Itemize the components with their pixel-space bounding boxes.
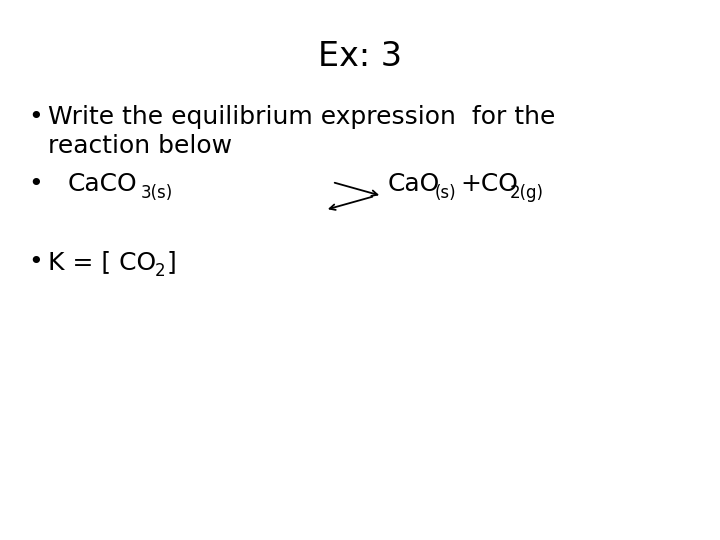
Text: +CO: +CO [460, 172, 518, 196]
Text: CaO: CaO [388, 172, 440, 196]
Text: 3(s): 3(s) [141, 184, 174, 202]
Text: ]: ] [167, 250, 176, 274]
Text: K = [ CO: K = [ CO [48, 250, 156, 274]
Text: Ex: 3: Ex: 3 [318, 40, 402, 73]
Text: Write the equilibrium expression  for the: Write the equilibrium expression for the [48, 105, 555, 129]
Text: •: • [28, 172, 42, 196]
Text: reaction below: reaction below [48, 134, 232, 158]
Text: •: • [28, 105, 42, 129]
Text: •: • [28, 250, 42, 274]
Text: CaCO: CaCO [68, 172, 138, 196]
Text: (s): (s) [435, 184, 456, 202]
Text: 2: 2 [155, 262, 166, 280]
Text: 2(g): 2(g) [510, 184, 544, 202]
